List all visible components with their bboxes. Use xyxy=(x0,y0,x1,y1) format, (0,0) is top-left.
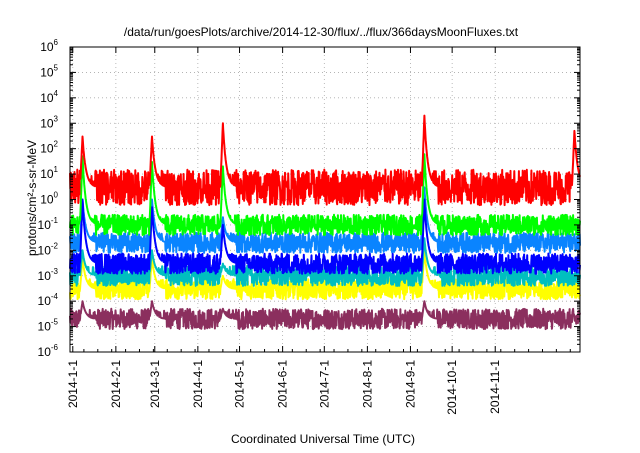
y-tick-exponent: -6 xyxy=(51,343,59,352)
x-tick-label: 2014-4-1 xyxy=(191,360,205,408)
y-tick-mantissa: 10 xyxy=(38,218,52,232)
y-tick-exponent: -5 xyxy=(51,318,59,327)
y-tick-label: 102 xyxy=(40,140,58,156)
y-tick-label: 10-5 xyxy=(38,318,59,334)
x-tick-label: 2014-8-1 xyxy=(360,360,374,408)
y-tick-mantissa: 10 xyxy=(40,142,54,156)
y-tick-exponent: 0 xyxy=(54,191,59,200)
y-axis-label: protons/cm²-s-sr-MeV xyxy=(25,140,39,256)
y-tick-mantissa: 10 xyxy=(40,91,54,105)
x-tick-label: 2014-5-1 xyxy=(233,360,247,408)
y-tick-exponent: 3 xyxy=(54,114,59,123)
x-tick-label: 2014-9-1 xyxy=(403,360,417,408)
x-tick-label: 2014-3-1 xyxy=(148,360,162,408)
y-tick-exponent: 4 xyxy=(54,89,59,98)
y-tick-mantissa: 10 xyxy=(38,243,52,257)
y-axis-label-text: protons/cm²-s-sr-MeV xyxy=(25,140,39,256)
series-line xyxy=(69,249,581,301)
y-tick-label: 10-1 xyxy=(38,216,59,232)
y-tick-label: 10-4 xyxy=(38,292,59,308)
y-tick-label: 103 xyxy=(40,114,58,130)
y-tick-exponent: -2 xyxy=(51,241,59,250)
x-tick-label: 2014-2-1 xyxy=(109,360,123,408)
axis-ticks: 10-610-510-410-310-210-11001011021031041… xyxy=(38,38,580,415)
series-line xyxy=(69,198,581,275)
y-tick-exponent: 1 xyxy=(54,165,59,174)
y-tick-label: 10-2 xyxy=(38,241,59,257)
y-tick-label: 100 xyxy=(40,191,58,207)
y-tick-mantissa: 10 xyxy=(40,116,54,130)
y-tick-mantissa: 10 xyxy=(40,167,54,181)
y-tick-exponent: 6 xyxy=(54,38,59,47)
series-line xyxy=(69,153,581,237)
y-tick-mantissa: 10 xyxy=(38,294,52,308)
y-tick-label: 101 xyxy=(40,165,58,181)
y-tick-exponent: 5 xyxy=(54,63,59,72)
y-tick-mantissa: 10 xyxy=(38,320,52,334)
y-tick-exponent: -1 xyxy=(51,216,59,225)
y-tick-mantissa: 10 xyxy=(40,65,54,79)
chart-title: /data/run/goesPlots/archive/2014-12-30/f… xyxy=(124,25,519,39)
y-tick-label: 105 xyxy=(40,63,58,79)
y-tick-label: 10-6 xyxy=(38,343,59,359)
series-line xyxy=(69,237,581,287)
y-tick-exponent: 2 xyxy=(54,140,59,149)
series-layer xyxy=(69,114,581,331)
y-tick-exponent: -3 xyxy=(51,267,59,276)
y-tick-mantissa: 10 xyxy=(38,269,52,283)
y-tick-exponent: -4 xyxy=(51,292,59,301)
x-axis-label: Coordinated Universal Time (UTC) xyxy=(231,432,415,446)
y-tick-mantissa: 10 xyxy=(38,345,52,359)
y-tick-mantissa: 10 xyxy=(40,193,54,207)
x-tick-label: 2014-10-1 xyxy=(445,360,459,415)
y-tick-label: 104 xyxy=(40,89,58,105)
x-tick-label: 2014-11-1 xyxy=(488,360,502,414)
x-tick-label: 2014-6-1 xyxy=(276,360,290,408)
series-line xyxy=(69,300,581,331)
x-tick-label: 2014-1-1 xyxy=(66,360,80,408)
series-line xyxy=(69,186,581,254)
x-tick-label: 2014-7-1 xyxy=(317,360,331,408)
y-tick-label: 106 xyxy=(40,38,58,54)
y-tick-mantissa: 10 xyxy=(40,40,54,54)
y-tick-label: 10-3 xyxy=(38,267,59,283)
series-line xyxy=(69,114,581,207)
